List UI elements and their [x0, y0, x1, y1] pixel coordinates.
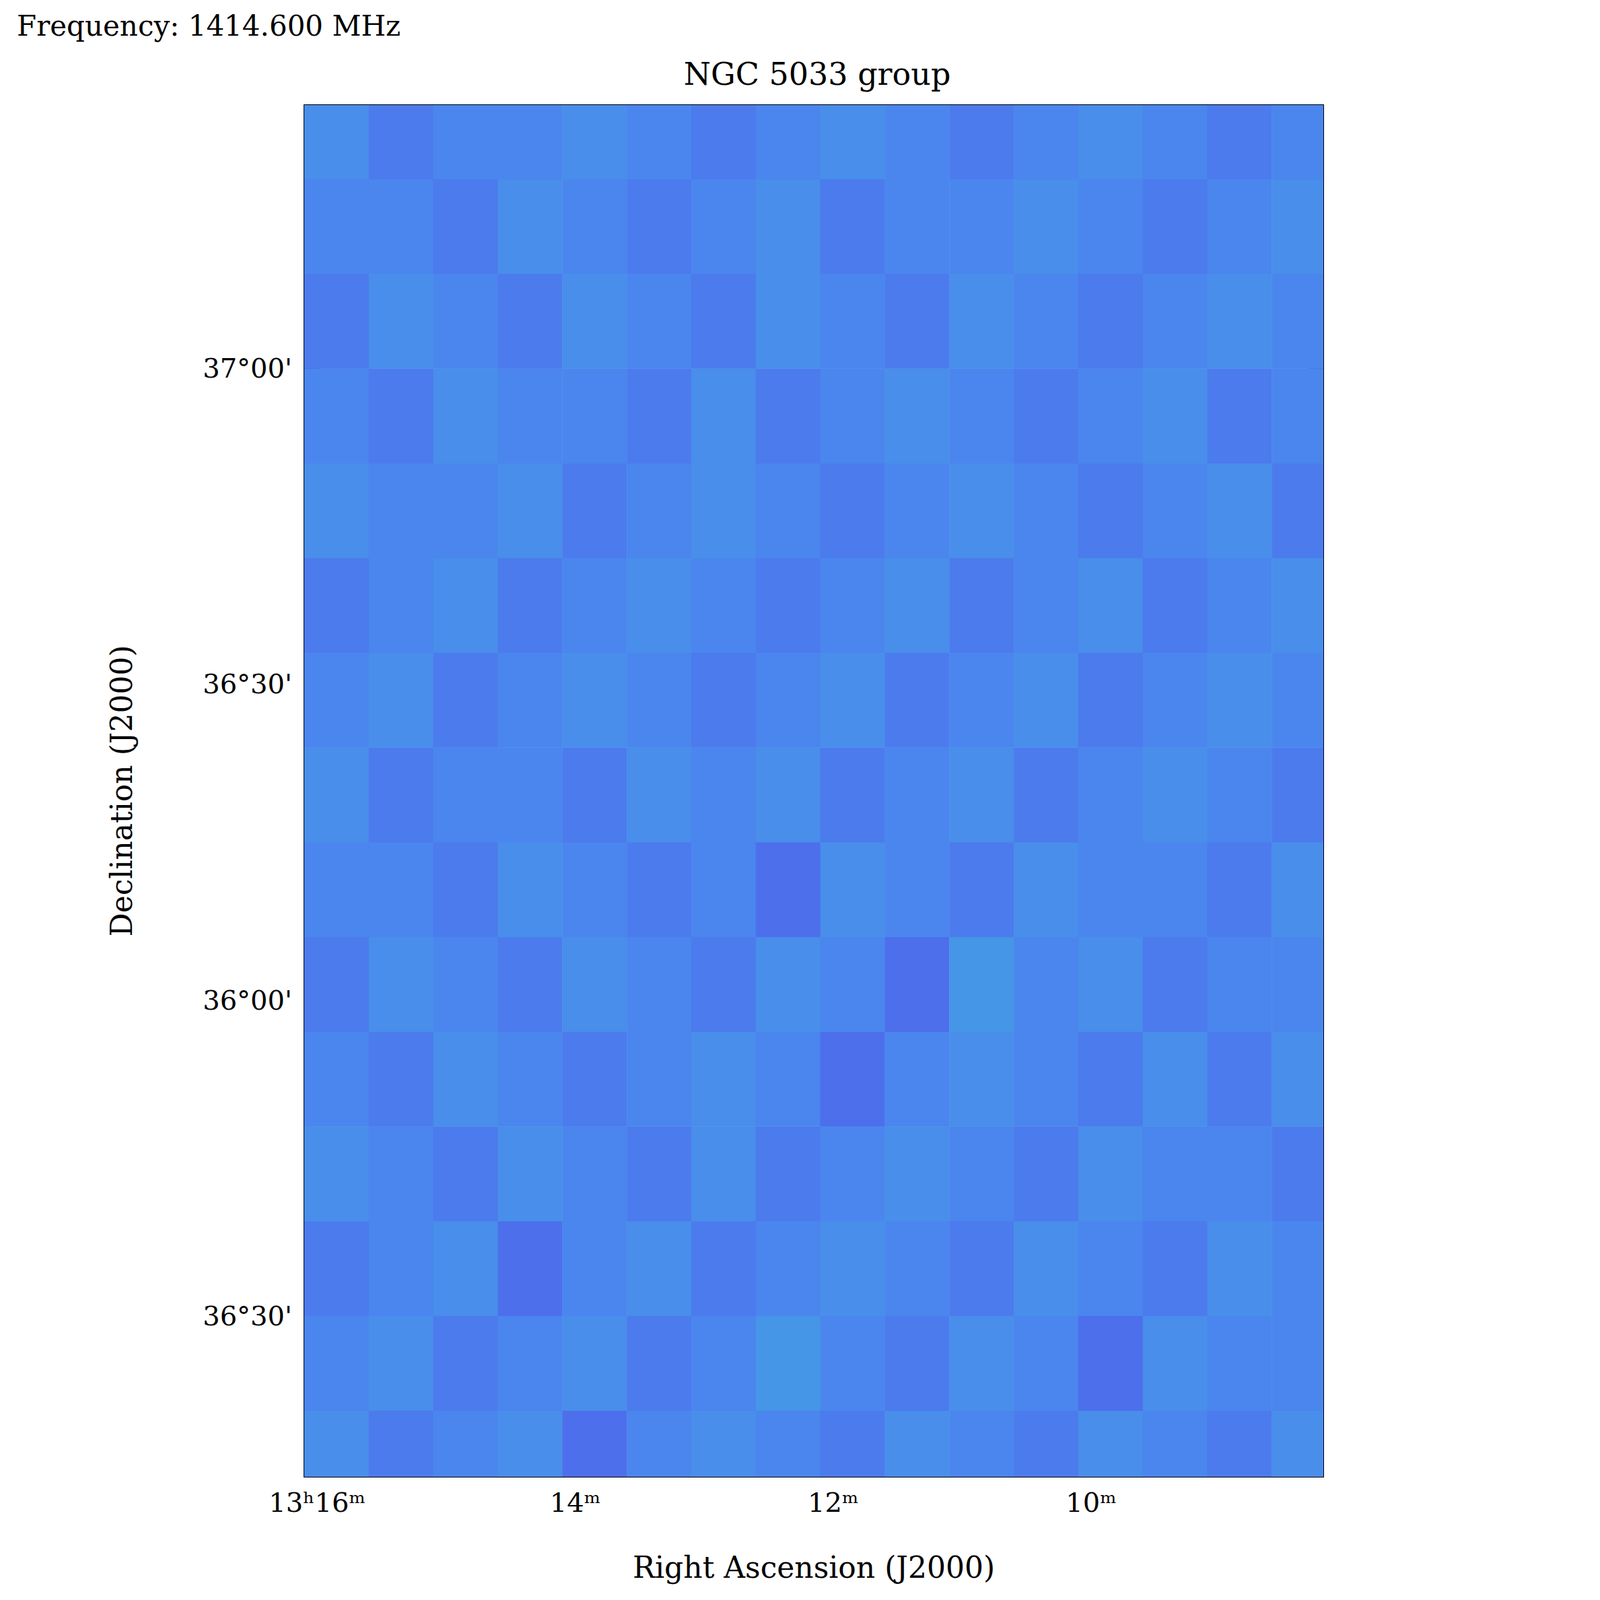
svg-text:14ᵐ: 14ᵐ: [549, 1486, 601, 1518]
svg-text:NGC 5033 group: NGC 5033 group: [683, 55, 952, 93]
svg-text:Frequency: 1414.600 MHz: Frequency: 1414.600 MHz: [16, 9, 401, 43]
svg-text:36°00': 36°00': [202, 984, 293, 1016]
svg-text:36°30': 36°30': [202, 668, 293, 700]
svg-text:12ᵐ: 12ᵐ: [807, 1486, 859, 1518]
svg-text:Right Ascension (J2000): Right Ascension (J2000): [632, 1550, 995, 1585]
svg-text:13ʰ16ᵐ: 13ʰ16ᵐ: [268, 1486, 366, 1518]
svg-text:Declination (J2000): Declination (J2000): [104, 644, 139, 937]
svg-text:10ᵐ: 10ᵐ: [1065, 1486, 1117, 1518]
svg-text:36°30': 36°30': [202, 1300, 293, 1332]
svg-text:37°00': 37°00': [202, 352, 293, 384]
